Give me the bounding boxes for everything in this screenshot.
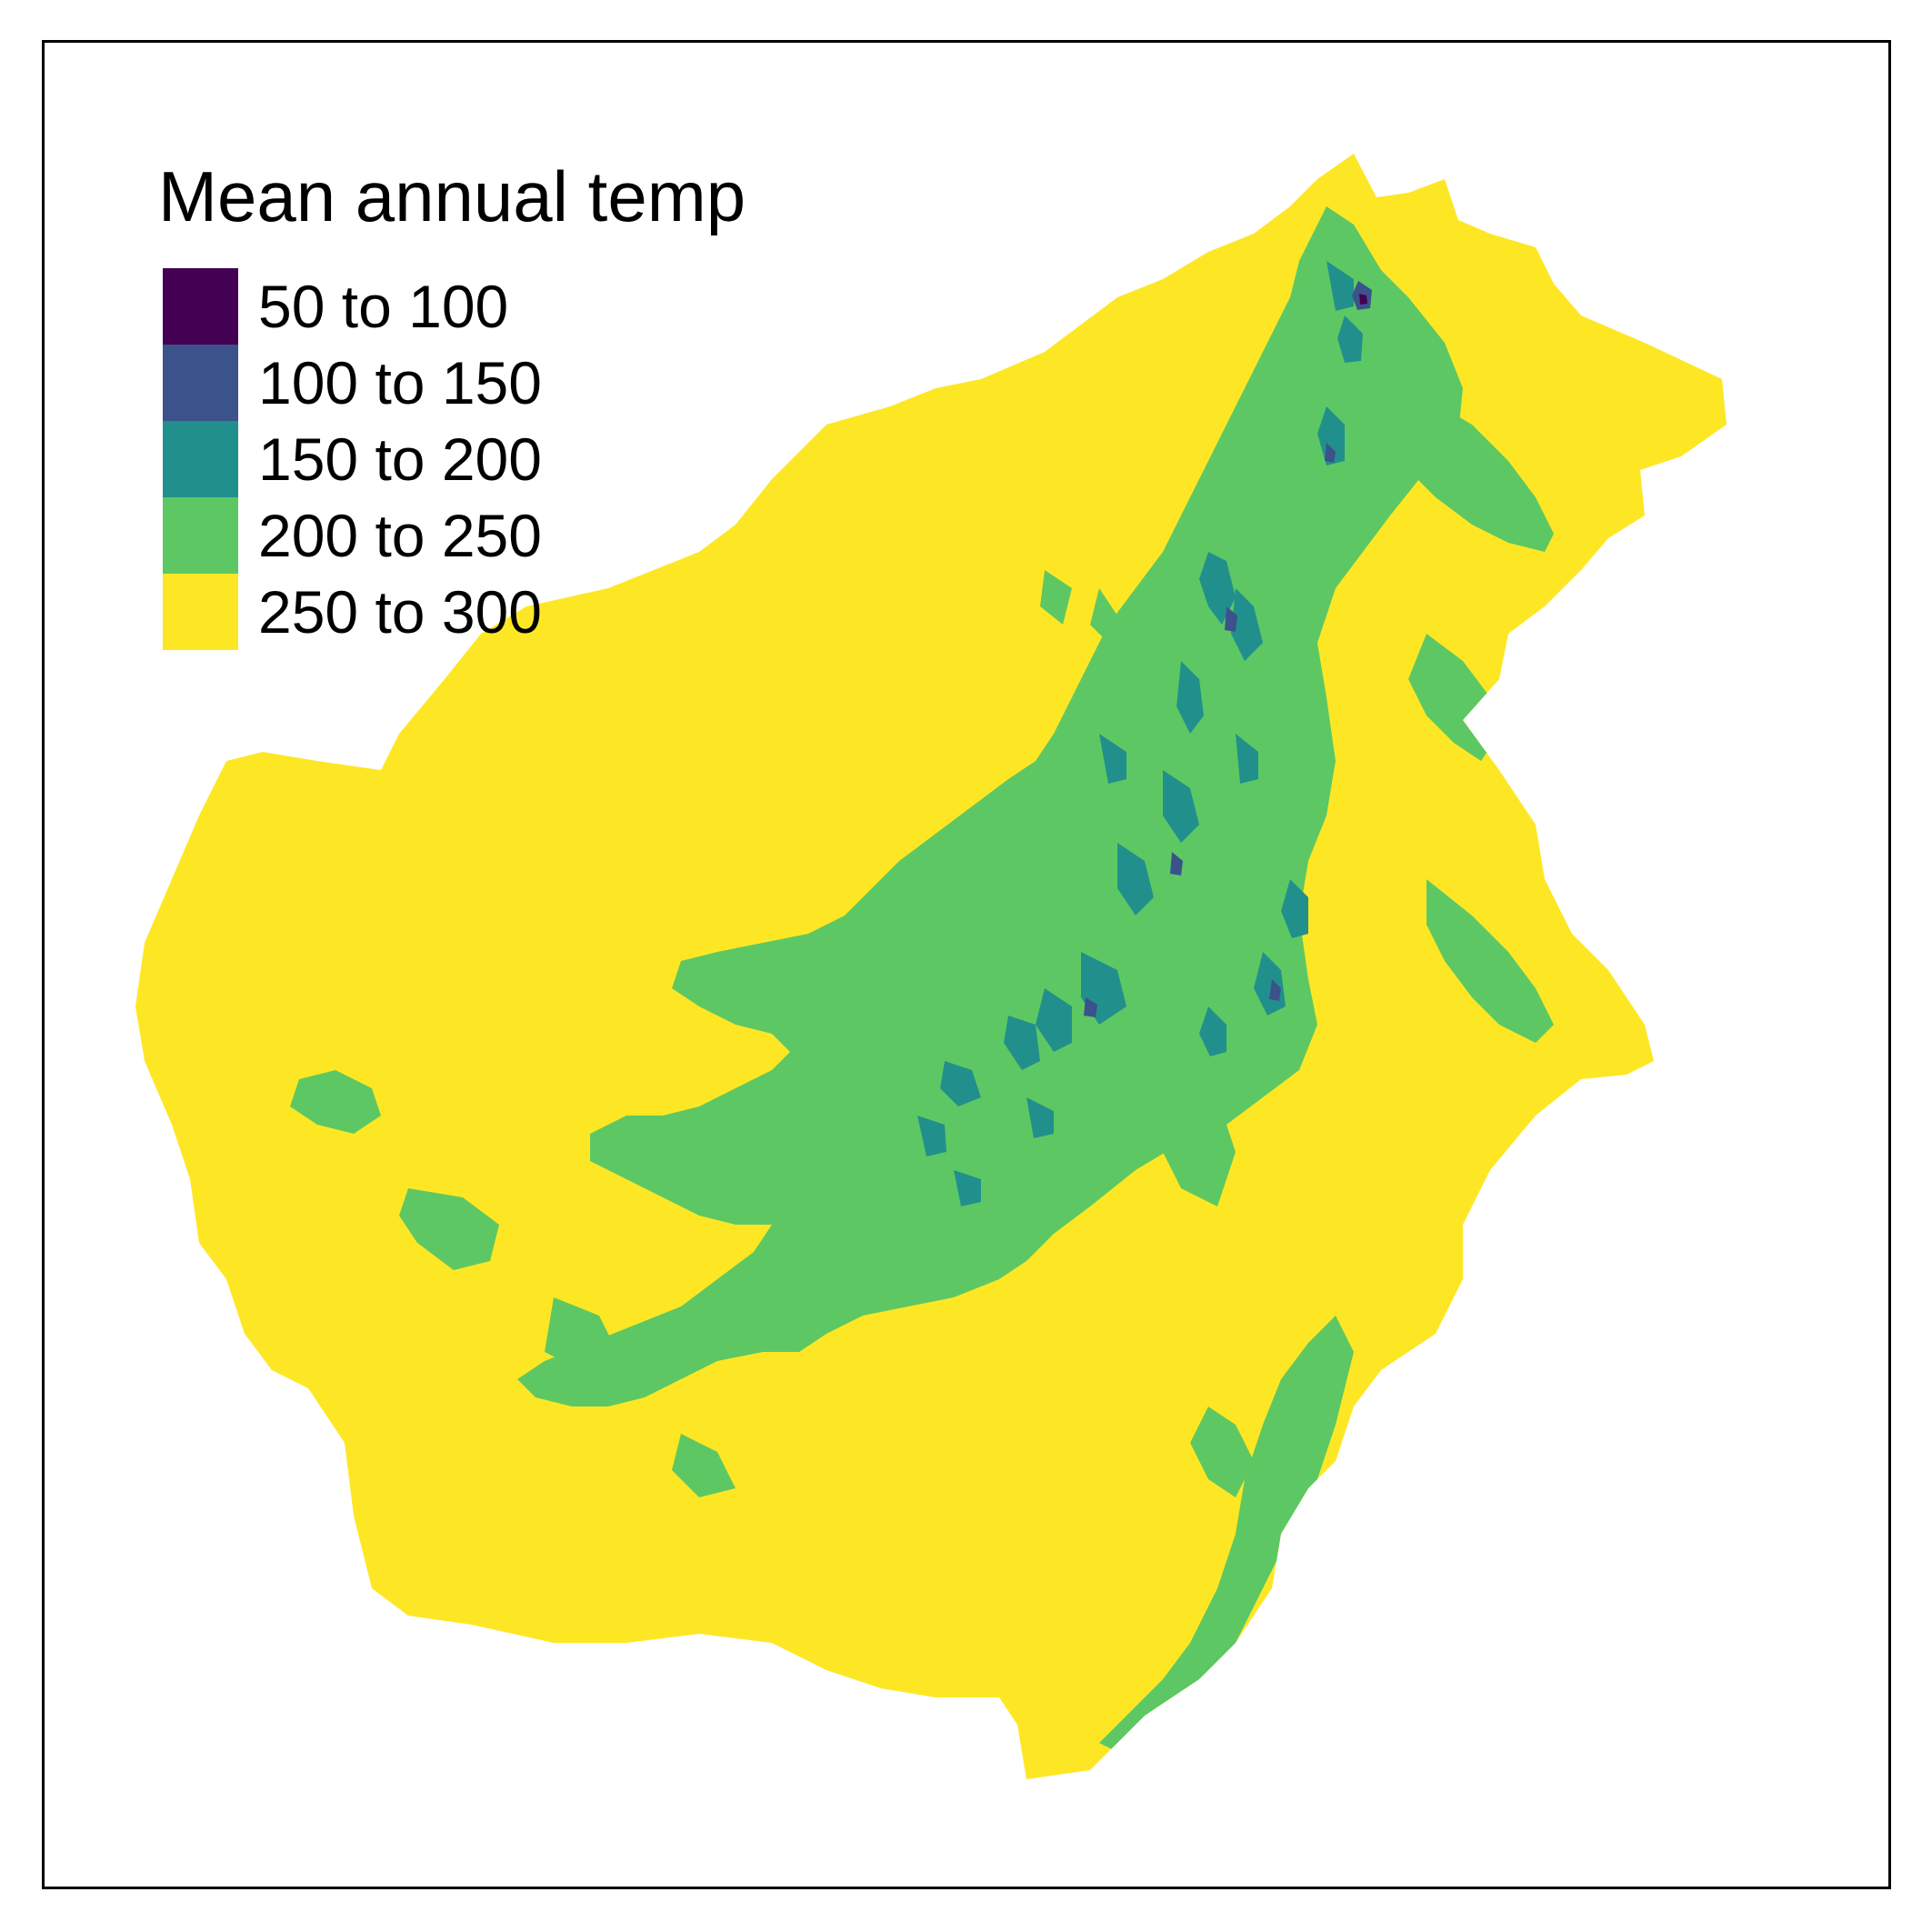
zone-200-250-patch: [672, 1434, 736, 1497]
zone-200-250-patch: [517, 206, 1463, 1406]
zone-150-200-patch: [1099, 734, 1126, 784]
zone-150-200-patch: [1026, 1097, 1054, 1138]
legend-title: Mean annual temp: [158, 156, 746, 236]
zone-200-250-patch: [1090, 588, 1117, 643]
zone-150-200-patch: [940, 1061, 981, 1106]
zone-150-200-patch: [1199, 1006, 1226, 1056]
legend-label: 200 to 250: [258, 502, 542, 569]
zone-100-150-patch: [1225, 606, 1237, 632]
legend-item: 200 to 250: [158, 497, 746, 574]
legend-swatch: [163, 574, 238, 650]
zone-150-200-patch: [1036, 988, 1072, 1052]
zone-150-200-patch: [1176, 661, 1204, 734]
zone-150-200: [917, 261, 1363, 1206]
zone-200-250-patch: [1363, 361, 1554, 552]
zone-150-200-patch: [954, 1170, 981, 1206]
zone-150-200-patch: [1163, 770, 1199, 843]
map-frame: Mean annual temp 50 to 100 100 to 150 150 …: [42, 40, 1891, 1889]
zone-200-250-patch: [1145, 1043, 1236, 1206]
zone-200-250-patch: [1190, 1406, 1254, 1497]
zone-200-250-patch: [1099, 1316, 1354, 1752]
zone-200-250-patch: [545, 1297, 617, 1370]
legend: Mean annual temp 50 to 100 100 to 150 150 …: [158, 161, 746, 650]
legend-label: 250 to 300: [258, 578, 542, 646]
zone-100-150-patch: [1170, 852, 1183, 876]
zone-150-200-patch: [1337, 315, 1363, 363]
zone-100-150-patch: [1269, 979, 1281, 1001]
zone-200-250-patch: [290, 1070, 381, 1134]
zone-150-200-patch: [1236, 734, 1258, 784]
zone-50-100: [1359, 294, 1367, 305]
legend-item: 150 to 200: [158, 421, 746, 497]
zone-50-100-patch: [1359, 294, 1367, 305]
zone-150-200-patch: [1117, 843, 1154, 916]
zone-200-250-patch: [1040, 570, 1072, 625]
legend-label: 150 to 200: [258, 425, 542, 493]
legend-label: 100 to 150: [258, 349, 542, 416]
zone-150-200-patch: [1231, 588, 1263, 661]
zone-100-150-patch: [1084, 997, 1097, 1017]
zone-200-250-patch: [399, 1188, 499, 1270]
legend-item: 50 to 100: [158, 268, 746, 345]
legend-swatch: [163, 497, 238, 574]
legend-swatch: [163, 268, 238, 345]
legend-items: 50 to 100 100 to 150 150 to 200 200 to 250 2…: [158, 268, 746, 650]
zone-150-200-patch: [1317, 406, 1345, 465]
zone-150-200-patch: [1281, 879, 1308, 938]
legend-item: 100 to 150: [158, 345, 746, 421]
zone-100-150-patch: [1325, 443, 1336, 463]
zone-150-200-patch: [1326, 261, 1354, 311]
zone-200-250: [290, 206, 1554, 1752]
legend-swatch: [163, 421, 238, 497]
legend-swatch: [163, 345, 238, 421]
zone-200-250-patch: [1426, 879, 1554, 1043]
legend-item: 250 to 300: [158, 574, 746, 650]
legend-label: 50 to 100: [258, 273, 509, 340]
zone-150-200-patch: [917, 1116, 946, 1156]
map-canvas[interactable]: [45, 43, 1888, 1887]
zone-150-200-patch: [1004, 1016, 1040, 1070]
